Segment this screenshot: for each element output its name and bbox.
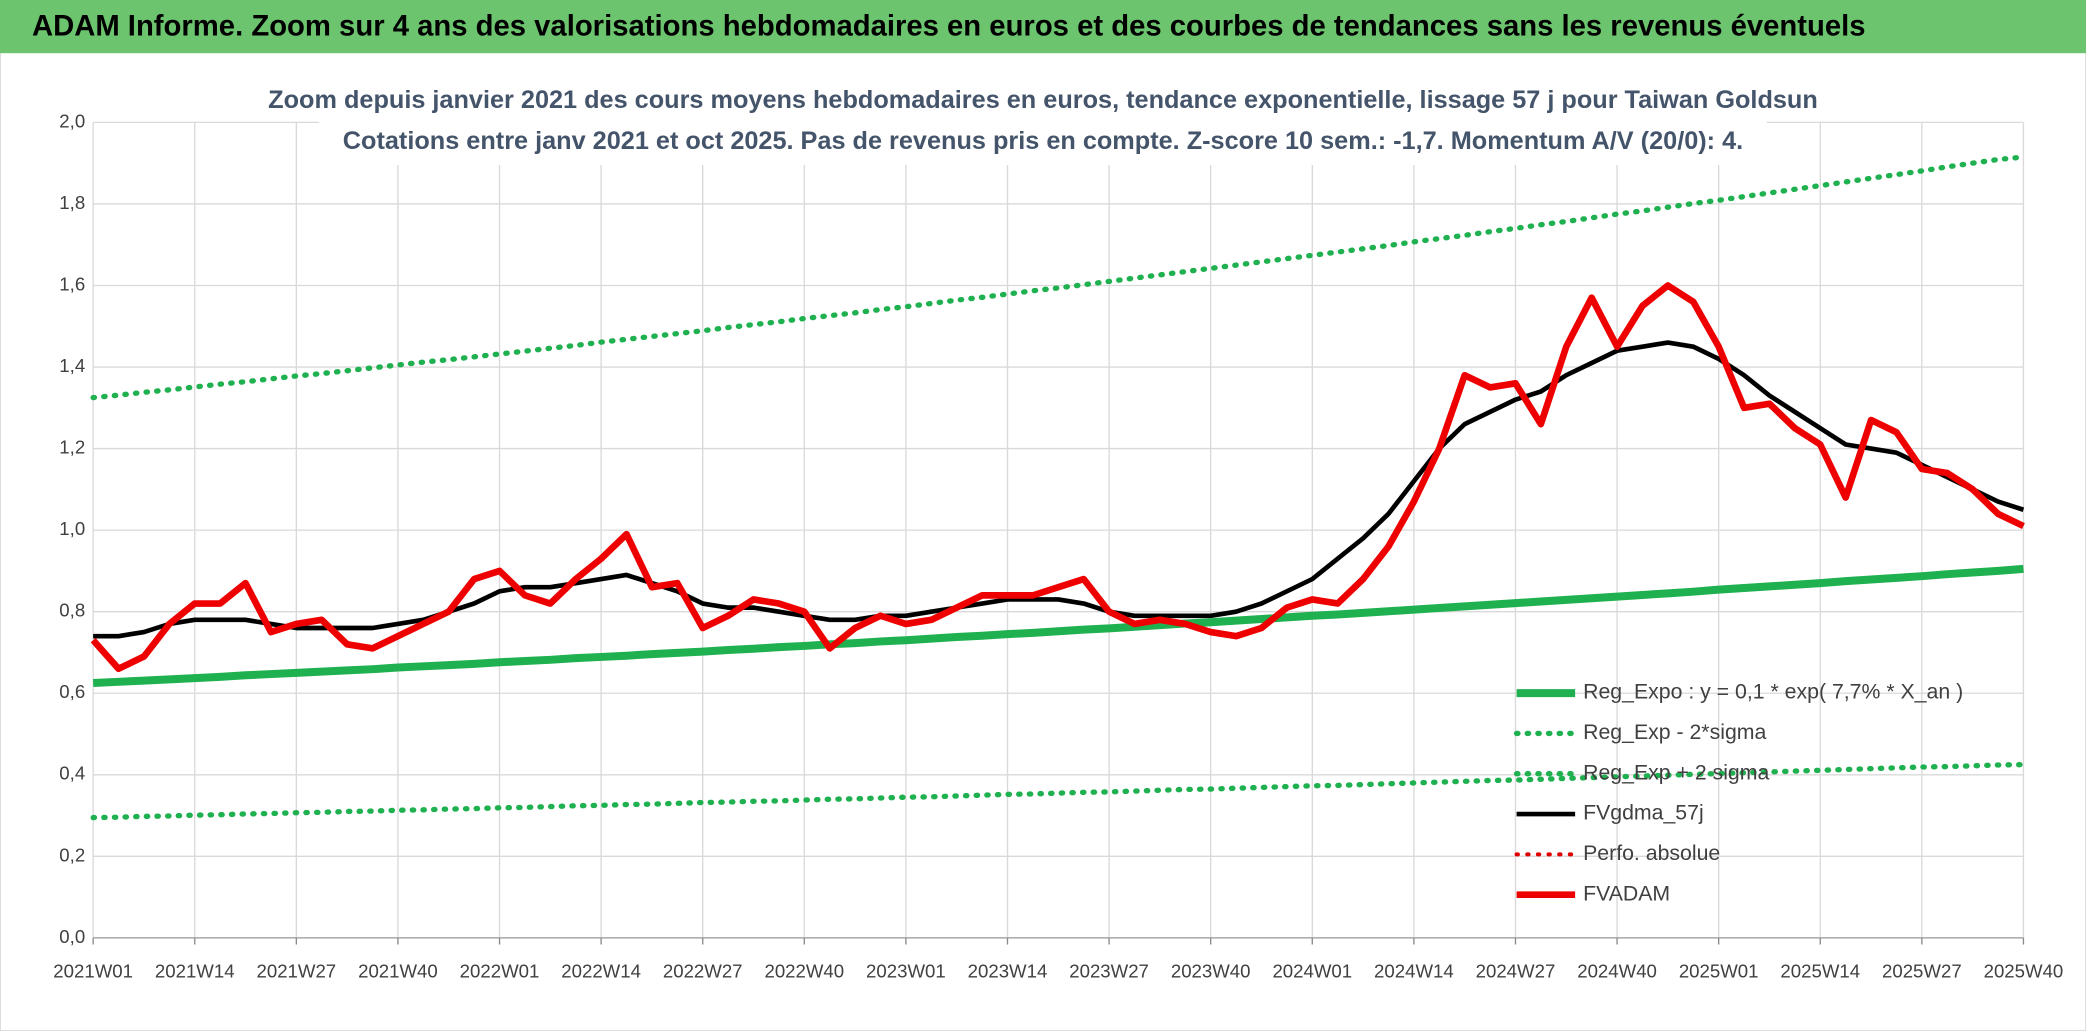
x-tick-label: 2021W40 <box>358 960 438 981</box>
header-title: ADAM Informe. Zoom sur 4 ans des valoris… <box>32 11 1866 43</box>
y-tick-label: 0,0 <box>59 926 85 947</box>
legend-label: Reg_Exp + 2 sigma <box>1583 760 1769 784</box>
x-tick-label: 2022W14 <box>561 960 641 981</box>
y-tick-label: 0,8 <box>59 600 85 621</box>
legend-label: FVADAM <box>1583 881 1670 905</box>
x-tick-label: 2025W40 <box>1984 960 2064 981</box>
legend-label: FVgdma_57j <box>1583 801 1704 825</box>
x-tick-label: 2022W40 <box>764 960 844 981</box>
y-tick-label: 0,4 <box>59 763 85 784</box>
x-tick-label: 2021W14 <box>155 960 235 981</box>
series-line <box>92 564 2024 688</box>
x-tick-label: 2023W01 <box>866 960 946 981</box>
y-tick-label: 1,2 <box>59 437 85 458</box>
series-line <box>90 282 2025 673</box>
chart-subtitle: Cotations entre janv 2021 et oct 2025. P… <box>343 127 1743 155</box>
x-tick-label: 2023W14 <box>968 960 1048 981</box>
x-tick-label: 2025W01 <box>1679 960 1759 981</box>
chart-title: Zoom depuis janvier 2021 des cours moyen… <box>268 86 1818 114</box>
y-tick-label: 1,8 <box>59 192 85 213</box>
y-tick-label: 1,4 <box>59 355 85 376</box>
series-line <box>90 761 2027 821</box>
header-band <box>0 0 2086 54</box>
x-tick-label: 2022W27 <box>663 960 743 981</box>
x-tick-label: 2021W01 <box>53 960 133 981</box>
x-tick-label: 2021W27 <box>257 960 337 981</box>
x-tick-label: 2024W01 <box>1272 960 1352 981</box>
x-tick-label: 2025W27 <box>1882 960 1962 981</box>
title-box <box>319 77 1767 165</box>
series-line <box>93 340 2025 639</box>
y-tick-label: 0,2 <box>59 844 85 865</box>
x-tick-label: 2023W40 <box>1171 960 1251 981</box>
legend-label: Reg_Expo : y = 0,1 * exp( 7,7% * X_an ) <box>1583 680 1963 704</box>
legend-label: Perfo. absolue <box>1583 841 1720 865</box>
series-line <box>90 154 2027 401</box>
x-tick-label: 2024W14 <box>1374 960 1454 981</box>
legend-label: Reg_Exp - 2*sigma <box>1583 720 1766 744</box>
y-tick-label: 1,0 <box>59 518 85 539</box>
y-tick-label: 2,0 <box>59 110 85 131</box>
x-tick-label: 2025W14 <box>1780 960 1860 981</box>
y-tick-label: 0,6 <box>59 681 85 702</box>
y-tick-label: 1,6 <box>59 273 85 294</box>
x-tick-label: 2024W27 <box>1476 960 1556 981</box>
x-tick-label: 2024W40 <box>1577 960 1657 981</box>
x-tick-label: 2023W27 <box>1069 960 1149 981</box>
x-tick-label: 2022W01 <box>460 960 540 981</box>
